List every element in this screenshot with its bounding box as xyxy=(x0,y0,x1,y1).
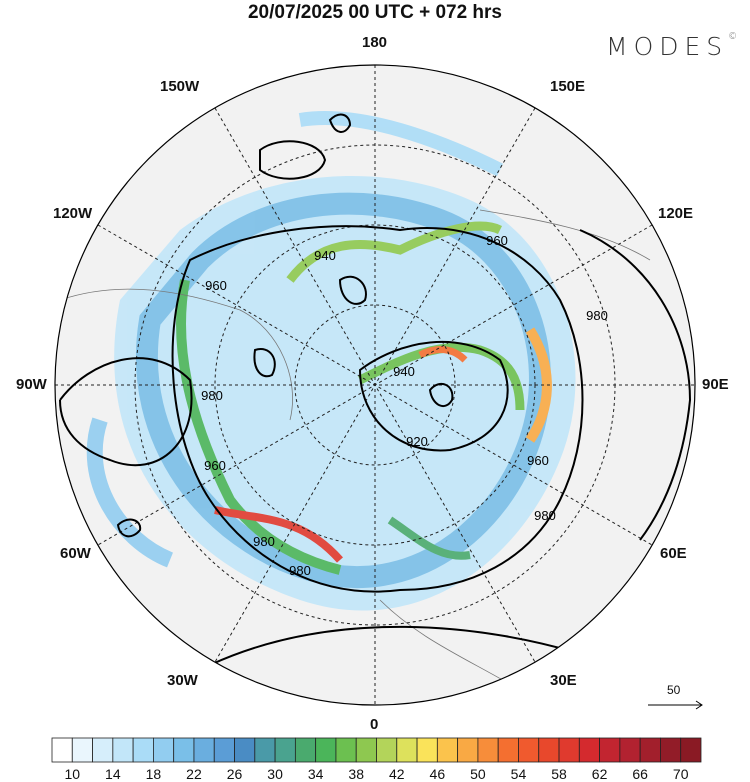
colorbar-tick-label: 14 xyxy=(105,766,121,782)
colorbar-swatch xyxy=(416,737,438,763)
contour-label: 940 xyxy=(393,364,415,379)
colorbar-swatch xyxy=(457,737,479,763)
colorbar-swatch xyxy=(355,737,377,763)
lon-label-120w: 120W xyxy=(53,205,93,222)
colorbar-swatch xyxy=(660,737,682,763)
colorbar-tick-label: 30 xyxy=(267,766,283,782)
colorbar-swatch xyxy=(193,737,215,763)
contour-label: 960 xyxy=(205,278,227,293)
colorbar-swatch xyxy=(578,737,600,763)
contour-label: 960 xyxy=(527,453,549,468)
colorbar-swatch xyxy=(518,737,540,763)
map-border xyxy=(54,64,696,706)
colorbar-swatch xyxy=(234,737,256,763)
colorbar-swatch xyxy=(92,737,114,763)
lon-label-180: 180 xyxy=(362,34,388,51)
colorbar-swatch xyxy=(497,737,519,763)
map-title: 20/07/2025 00 UTC + 072 hrs xyxy=(247,2,503,23)
colorbar-tick-label: 26 xyxy=(226,766,243,782)
contour-label: 960 xyxy=(486,233,508,248)
colorbar-tick-label: 58 xyxy=(551,766,567,782)
reference-vector-arrow-icon xyxy=(648,700,703,710)
colorbar-tick-label: 46 xyxy=(429,766,446,782)
lon-label-90e: 90E xyxy=(702,376,729,393)
colorbar-swatch xyxy=(396,737,418,763)
colorbar-swatch xyxy=(619,737,641,763)
brand-mark: © xyxy=(728,32,738,42)
lon-label-90w: 90W xyxy=(16,376,47,393)
colorbar-swatch xyxy=(51,737,73,763)
lon-label-0: 0 xyxy=(370,716,379,733)
colorbar-swatch xyxy=(132,737,154,763)
pressure-contours xyxy=(59,113,692,705)
colorbar-tick-label: 62 xyxy=(591,766,608,782)
colorbar-swatch xyxy=(112,737,134,763)
colorbar-swatch xyxy=(436,737,459,763)
brand-logo: MODES© xyxy=(606,32,737,61)
reference-vector-label: 50 xyxy=(667,683,681,697)
colorbar-swatch xyxy=(213,737,235,763)
colorbar-swatch xyxy=(639,737,661,763)
colorbar-swatch xyxy=(173,737,195,763)
colorbar-tick-label: 18 xyxy=(145,766,162,782)
colorbar-tick-label: 38 xyxy=(348,766,365,782)
colorbar-swatch xyxy=(294,737,317,763)
colorbar-swatch xyxy=(680,737,702,763)
lon-label-30w: 30W xyxy=(167,672,198,689)
colorbar-swatch xyxy=(477,737,499,763)
lon-label-150e: 150E xyxy=(550,78,586,95)
colorbar-swatch xyxy=(376,737,398,763)
colorbar-tick-label: 22 xyxy=(186,766,202,782)
contour-label: 960 xyxy=(204,458,226,473)
colorbar-tick-label: 54 xyxy=(510,766,527,782)
lon-label-60w: 60W xyxy=(60,545,91,562)
contour-label: 980 xyxy=(201,388,223,403)
colorbar-swatch xyxy=(558,737,580,763)
colorbar-tick-label: 10 xyxy=(64,766,81,782)
colorbar-swatch xyxy=(335,737,357,763)
contour-label: 980 xyxy=(289,563,311,578)
colorbar xyxy=(51,737,702,763)
colorbar-tick-label: 66 xyxy=(632,766,648,782)
colorbar-tick-label: 70 xyxy=(672,766,689,782)
contour-label: 980 xyxy=(253,534,275,549)
contour-label: 940 xyxy=(314,248,336,263)
contour-label: 920 xyxy=(406,434,428,449)
lon-label-30e: 30E xyxy=(550,672,577,689)
contour-labels: 960 940 960 980 940 920 980 960 980 960 … xyxy=(201,233,608,578)
brand-name: MODES xyxy=(606,32,729,61)
lon-label-60e: 60E xyxy=(660,545,687,562)
colorbar-swatch xyxy=(153,737,175,763)
wind-speed-shading xyxy=(86,111,576,611)
lon-label-120e: 120E xyxy=(658,205,694,222)
lon-label-150w: 150W xyxy=(160,78,200,95)
colorbar-tick-label: 50 xyxy=(470,766,486,782)
colorbar-swatch xyxy=(538,737,560,763)
colorbar-swatch xyxy=(274,737,296,763)
colorbar-swatch xyxy=(254,737,276,763)
colorbar-tick-label: 34 xyxy=(307,766,324,782)
contour-label: 980 xyxy=(534,508,556,523)
colorbar-swatch xyxy=(599,737,621,763)
colorbar-swatch xyxy=(315,737,337,763)
graticule xyxy=(55,65,695,705)
colorbar-tick-label: 42 xyxy=(388,766,405,782)
colorbar-swatch xyxy=(71,737,93,763)
contour-label: 980 xyxy=(586,308,608,323)
